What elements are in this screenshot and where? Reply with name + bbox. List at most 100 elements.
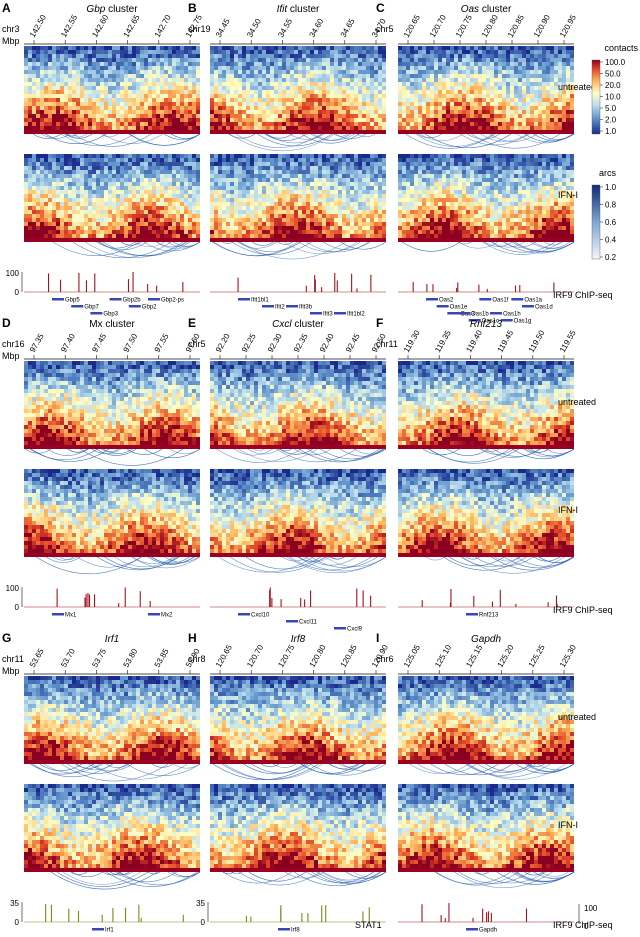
heatmap-cell (298, 106, 302, 110)
heatmap-cell (310, 202, 314, 206)
heatmap-cell (302, 106, 306, 110)
heatmap-cell (330, 158, 334, 162)
heatmap-cell (546, 50, 550, 54)
heatmap-cell (242, 102, 246, 106)
heatmap-cell (430, 114, 434, 118)
heatmap-cell (44, 162, 48, 166)
panel-title-rest: cluster (105, 4, 138, 15)
heatmap-cell (188, 102, 192, 106)
heatmap-cell (124, 178, 128, 182)
heatmap-cell (196, 166, 200, 170)
heatmap-cell (366, 50, 370, 54)
heatmap-cell (36, 114, 40, 118)
heatmap-cell (430, 94, 434, 98)
heatmap-cell (282, 106, 286, 110)
heatmap-cell (306, 94, 310, 98)
heatmap-cell (494, 118, 498, 122)
heatmap-cell (192, 82, 196, 86)
heatmap-cell (234, 70, 238, 74)
heatmap-cell (188, 66, 192, 70)
heatmap-cell (144, 118, 148, 122)
heatmap-cell (410, 66, 414, 70)
heatmap-cell (262, 202, 266, 206)
heatmap-cell (214, 210, 218, 214)
heatmap-cell (302, 110, 306, 114)
heatmap-cell (454, 58, 458, 62)
heatmap-cell (534, 62, 538, 66)
heatmap-cell (402, 82, 406, 86)
heatmap-cell (266, 66, 270, 70)
heatmap-cell (112, 54, 116, 58)
heatmap-cell (92, 154, 96, 158)
heatmap-cell (358, 58, 362, 62)
heatmap-cell (482, 54, 486, 58)
heatmap-cell (294, 62, 298, 66)
x-tick-label: 120.95 (558, 13, 578, 39)
heatmap-cell (514, 86, 518, 90)
heatmap-cell (140, 74, 144, 78)
heatmap-cell (538, 110, 542, 114)
heatmap-cell (124, 206, 128, 210)
heatmap-cell (140, 118, 144, 122)
heatmap-cell (430, 118, 434, 122)
heatmap-cell (230, 234, 234, 238)
heatmap-cell (294, 82, 298, 86)
heatmap-cell (84, 82, 88, 86)
loop-arc (45, 133, 107, 144)
heatmap-cell (210, 90, 214, 94)
heatmap-cell (84, 190, 88, 194)
heatmap-cell (184, 106, 188, 110)
heatmap-cell (530, 86, 534, 90)
heatmap-cell (514, 54, 518, 58)
heatmap-cell (414, 46, 418, 50)
heatmap-cell (242, 210, 246, 214)
heatmap-cell (48, 218, 52, 222)
heatmap-cell (526, 54, 530, 58)
heatmap-cell (92, 206, 96, 210)
diagonal-band (24, 238, 200, 242)
heatmap-cell (56, 102, 60, 106)
heatmap-cell (104, 222, 108, 226)
heatmap-cell (254, 210, 258, 214)
heatmap-cell (44, 58, 48, 62)
heatmap-cell (108, 74, 112, 78)
heatmap-cell (326, 62, 330, 66)
heatmap-cell (294, 234, 298, 238)
heatmap-cell (442, 54, 446, 58)
heatmap-cell (334, 162, 338, 166)
heatmap-cell (546, 46, 550, 50)
heatmap-cell (330, 118, 334, 122)
heatmap-cell (100, 162, 104, 166)
diagonal-band (210, 130, 386, 134)
heatmap-cell (172, 98, 176, 102)
heatmap-cell (124, 214, 128, 218)
heatmap-cell (290, 118, 294, 122)
heatmap-cell (326, 226, 330, 230)
heatmap-cell (282, 162, 286, 166)
heatmap-cell (222, 178, 226, 182)
heatmap-cell (454, 90, 458, 94)
heatmap-cell (554, 106, 558, 110)
heatmap-cell (314, 78, 318, 82)
heatmap-cell (84, 102, 88, 106)
heatmap-cell (554, 58, 558, 62)
heatmap-cell (226, 174, 230, 178)
heatmap-cell (554, 126, 558, 130)
heatmap-cell (378, 62, 382, 66)
x-tick-label: 120.80 (480, 13, 500, 39)
heatmap-cell (354, 122, 358, 126)
heatmap-cell (282, 90, 286, 94)
heatmap-cell (478, 54, 482, 58)
heatmap-cell (302, 214, 306, 218)
heatmap-cell (374, 158, 378, 162)
heatmap-cell (382, 178, 386, 182)
heatmap-cell (302, 234, 306, 238)
heatmap-cell (502, 58, 506, 62)
heatmap-cell (350, 174, 354, 178)
heatmap-cell (104, 218, 108, 222)
heatmap-cell (270, 114, 274, 118)
heatmap-cell (214, 66, 218, 70)
heatmap-cell (116, 58, 120, 62)
heatmap-cell (446, 110, 450, 114)
heatmap-cell (338, 98, 342, 102)
